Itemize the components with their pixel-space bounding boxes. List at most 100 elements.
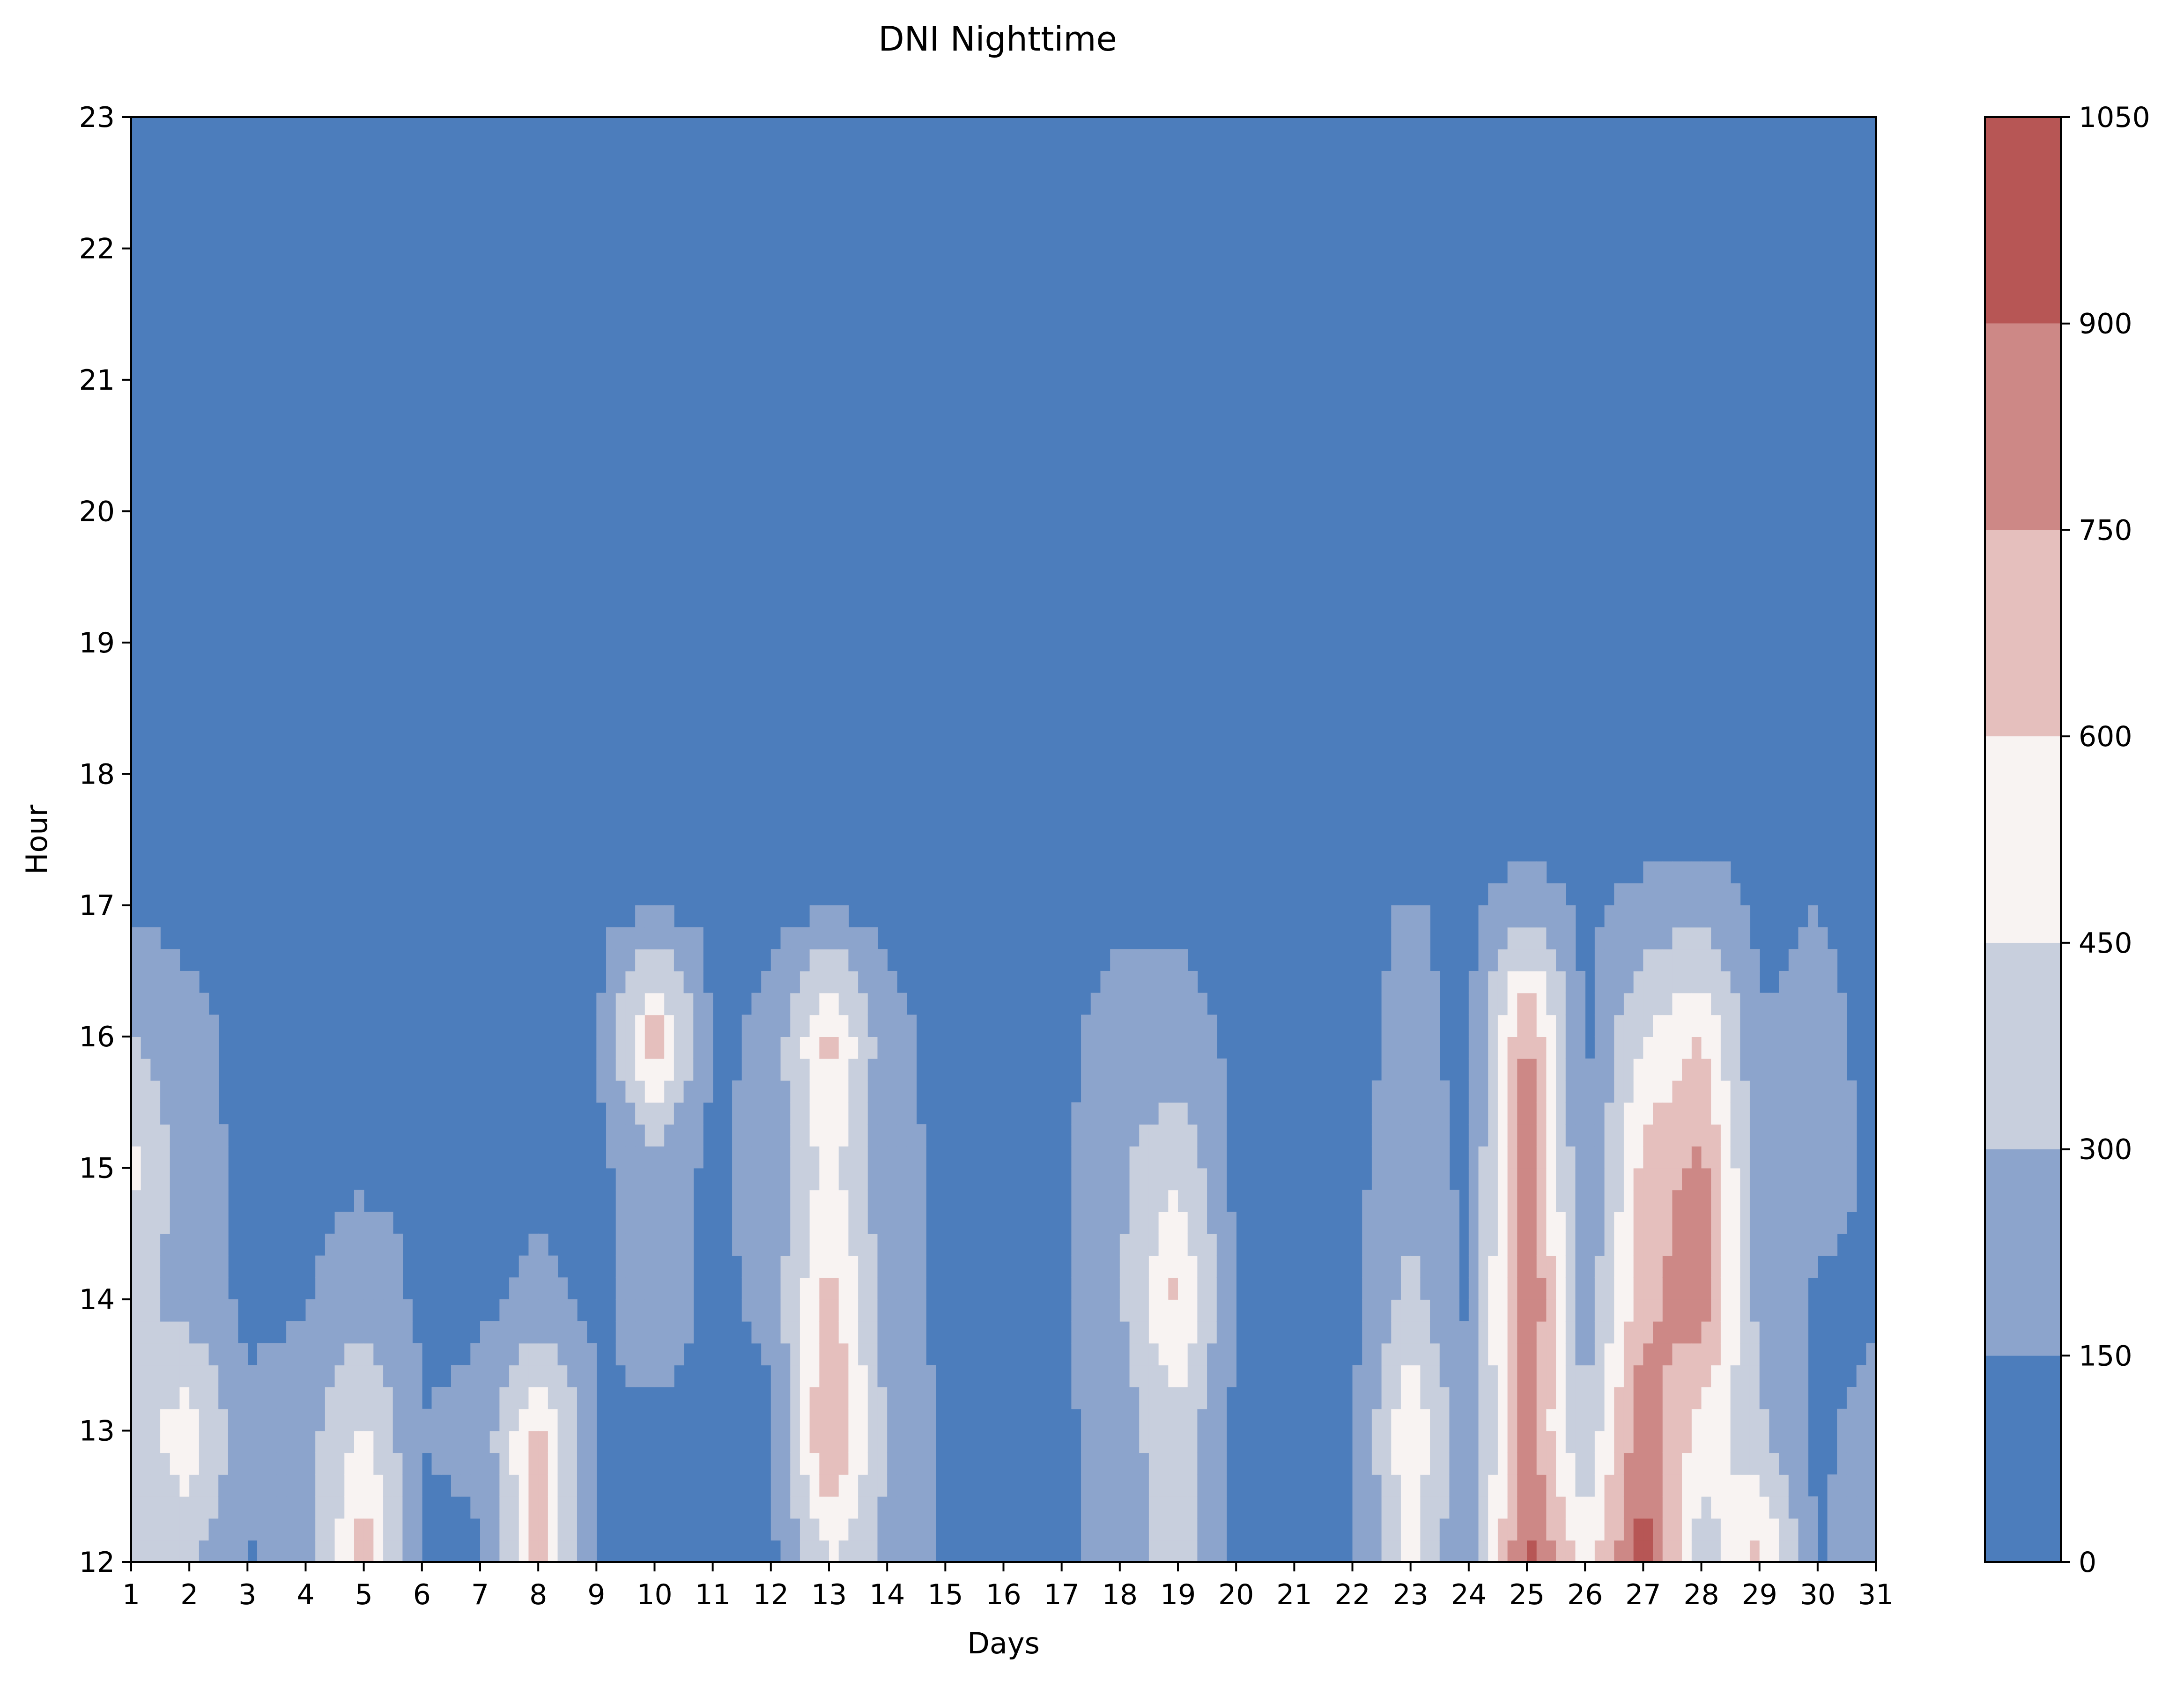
- contour-cell: [1100, 1540, 1111, 1563]
- contour-cell: [577, 1365, 587, 1387]
- contour-cell: [1488, 1343, 1498, 1366]
- contour-cell: [1129, 1124, 1140, 1147]
- contour-cell: [189, 1430, 200, 1453]
- contour-cell: [887, 1408, 897, 1431]
- contour-cell: [1488, 1321, 1498, 1344]
- contour-cell: [1594, 927, 1605, 950]
- contour-cell: [1682, 927, 1692, 950]
- contour-cell: [1391, 1212, 1401, 1234]
- contour-cell: [1769, 1233, 1779, 1256]
- contour-cell: [1090, 1037, 1101, 1059]
- contour-cell: [1216, 1387, 1227, 1409]
- contour-cell: [1720, 861, 1731, 884]
- contour-cell: [276, 1365, 287, 1387]
- contour-cell: [1740, 1365, 1750, 1387]
- contour-cell: [392, 1540, 403, 1563]
- contour-cell: [305, 1408, 316, 1431]
- contour-cell: [141, 1146, 151, 1169]
- contour-cell: [1643, 1343, 1653, 1366]
- contour-cell: [1439, 1146, 1450, 1169]
- contour-cell: [780, 1452, 791, 1475]
- contour-cell: [1701, 1080, 1711, 1103]
- contour-cell: [315, 1277, 326, 1300]
- contour-cell: [267, 1430, 277, 1453]
- contour-cell: [1653, 992, 1663, 1015]
- contour-cell: [1090, 1233, 1101, 1256]
- contour-cell: [1507, 1168, 1518, 1191]
- contour-cell: [1507, 1190, 1518, 1212]
- contour-cell: [1488, 949, 1498, 971]
- contour-cell: [1478, 1452, 1489, 1475]
- contour-cell: [761, 1190, 771, 1212]
- contour-cell: [1827, 949, 1838, 971]
- contour-cell: [644, 1343, 655, 1366]
- contour-cell: [1216, 1080, 1227, 1103]
- contour-cell: [1478, 1037, 1489, 1059]
- contour-cell: [848, 949, 859, 971]
- contour-cell: [1662, 1540, 1673, 1563]
- contour-cell: [1614, 1430, 1624, 1453]
- contour-cell: [1527, 992, 1537, 1015]
- contour-cell: [383, 1212, 393, 1234]
- contour-cell: [877, 970, 888, 993]
- contour-cell: [1197, 1518, 1207, 1541]
- contour-cell: [354, 1212, 364, 1234]
- contour-cell: [1546, 1408, 1556, 1431]
- contour-cell: [344, 1540, 355, 1563]
- contour-cell: [664, 1058, 674, 1081]
- contour-cell: [451, 1365, 461, 1387]
- contour-cell: [257, 1387, 267, 1409]
- contour-cell: [1527, 1124, 1537, 1147]
- contour-cell: [1740, 1518, 1750, 1541]
- contour-cell: [732, 1080, 742, 1103]
- contour-cell: [1643, 1540, 1653, 1563]
- contour-cell: [829, 1518, 839, 1541]
- contour-cell: [557, 1430, 568, 1453]
- y-tick-label: 12: [79, 1546, 115, 1579]
- contour-cell: [286, 1518, 296, 1541]
- contour-cell: [1653, 1058, 1663, 1081]
- contour-cell: [1546, 1124, 1556, 1147]
- contour-cell: [635, 1080, 645, 1103]
- contour-cell: [1110, 1212, 1120, 1234]
- colorbar-band: [1985, 530, 2061, 737]
- contour-cell: [1594, 1080, 1605, 1103]
- contour-cell: [1769, 1474, 1779, 1497]
- contour-cell: [1507, 992, 1518, 1015]
- contour-cell: [1691, 1540, 1702, 1563]
- contour-cell: [1662, 1124, 1673, 1147]
- contour-cell: [906, 1365, 917, 1387]
- contour-cell: [189, 1496, 200, 1519]
- contour-cell: [1178, 1277, 1188, 1300]
- colorbar-tick-label: 150: [2079, 1340, 2132, 1372]
- contour-cell: [1653, 949, 1663, 971]
- contour-cell: [1362, 1212, 1372, 1234]
- contour-cell: [1488, 1233, 1498, 1256]
- contour-cell: [1129, 1015, 1140, 1037]
- contour-cell: [1856, 1387, 1867, 1409]
- contour-cell: [1449, 1452, 1459, 1475]
- contour-cell: [1400, 1015, 1411, 1037]
- contour-cell: [780, 1168, 791, 1191]
- contour-cell: [1119, 949, 1130, 971]
- contour-cell: [1730, 1124, 1741, 1147]
- contour-cell: [1517, 1102, 1527, 1125]
- contour-cell: [131, 1277, 141, 1300]
- contour-cell: [1808, 1212, 1818, 1234]
- contour-cell: [538, 1540, 548, 1563]
- contour-cell: [800, 949, 810, 971]
- contour-cell: [150, 1496, 161, 1519]
- contour-cell: [1381, 1037, 1392, 1059]
- contour-cell: [867, 970, 878, 993]
- contour-cell: [1081, 1080, 1091, 1103]
- contour-cell: [315, 1430, 326, 1453]
- contour-cell: [1720, 1452, 1731, 1475]
- contour-cell: [606, 1080, 616, 1103]
- contour-cell: [392, 1233, 403, 1256]
- contour-cell: [1488, 1255, 1498, 1278]
- contour-cell: [1371, 1474, 1382, 1497]
- contour-cell: [896, 1037, 907, 1059]
- contour-cell: [160, 1321, 170, 1344]
- contour-cell: [1759, 1365, 1770, 1387]
